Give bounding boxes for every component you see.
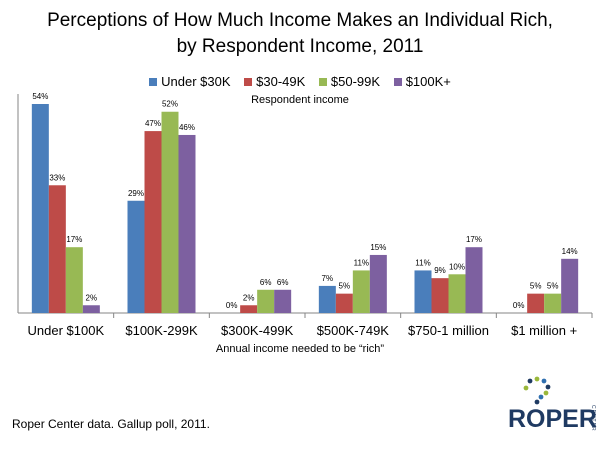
legend-label: Under $30K <box>161 74 231 89</box>
bar-value-label: 10% <box>449 262 465 271</box>
bar <box>144 131 162 313</box>
legend-item: Under $30K <box>149 74 231 89</box>
bar-value-label: 29% <box>128 189 144 198</box>
chart-title: Perceptions of How Much Income Makes an … <box>0 8 600 60</box>
x-tick-label: Under $100K <box>28 323 105 338</box>
bar <box>431 278 449 313</box>
chart-title-line-2: by Respondent Income, 2011 <box>176 36 424 57</box>
bar-value-label: 46% <box>179 123 195 132</box>
bar <box>274 289 292 313</box>
x-axis-label: Annual income needed to be “rich” <box>215 343 385 355</box>
x-tick-label: $1 million + <box>511 323 577 338</box>
bar <box>240 305 258 313</box>
bar-value-label: 5% <box>530 282 542 291</box>
legend-label: $30-49K <box>256 74 306 89</box>
bar <box>527 293 545 313</box>
x-tick-label: $300K-499K <box>221 323 294 338</box>
bar-value-label: 17% <box>66 235 82 244</box>
x-tick-label: $500K-749K <box>317 323 390 338</box>
bar <box>369 254 387 313</box>
bar-value-label: 17% <box>466 235 482 244</box>
legend: Under $30K $30-49K $50-99K $100K+ <box>0 74 600 89</box>
bar-value-label: 0% <box>513 301 525 310</box>
bar <box>561 258 579 313</box>
bar <box>335 293 353 313</box>
bar <box>82 305 100 313</box>
legend-subtitle: Respondent income <box>251 94 349 106</box>
roper-center-logo: ROPER CENTER <box>500 375 600 435</box>
bar-value-label: 0% <box>226 301 238 310</box>
bar-value-label: 11% <box>354 258 369 267</box>
bar-value-label: 7% <box>322 274 334 283</box>
bar <box>465 247 483 313</box>
bar <box>544 293 562 313</box>
bar-value-label: 5% <box>339 282 351 291</box>
bar-value-label: 33% <box>49 173 65 182</box>
bar <box>65 247 83 313</box>
bar-value-label: 6% <box>260 278 272 287</box>
bar-value-label: 15% <box>370 243 386 252</box>
bar <box>127 200 145 313</box>
x-tick-label: $100K-299K <box>125 323 198 338</box>
bar-value-label: 6% <box>277 278 289 287</box>
legend-item: $30-49K <box>244 74 305 89</box>
legend-label: $50-99K <box>330 74 381 89</box>
bar-value-label: 2% <box>86 293 98 302</box>
bar-value-label: 9% <box>434 266 446 275</box>
legend-swatch <box>149 77 158 86</box>
legend-swatch <box>393 77 402 86</box>
logo-mark-icon <box>523 376 551 405</box>
bar <box>352 270 370 313</box>
bar <box>257 289 275 313</box>
legend-swatch <box>318 77 327 86</box>
x-tick-label: $750-1 million <box>408 323 489 338</box>
bar <box>414 270 432 313</box>
legend-label: $100K+ <box>405 74 451 89</box>
legend-item: $100K+ <box>393 74 451 89</box>
bar <box>178 134 196 313</box>
bar <box>48 185 66 313</box>
bar-value-label: 47% <box>145 119 161 128</box>
bar-value-label: 54% <box>32 92 48 101</box>
logo-wordmark: ROPER <box>508 405 597 433</box>
bar-value-label: 52% <box>162 100 178 109</box>
legend-item: $50-99K <box>318 74 381 89</box>
logo-side-text: CENTER <box>590 405 596 432</box>
bar-value-label: 11% <box>415 258 430 267</box>
bar <box>448 274 466 313</box>
bar-value-label: 14% <box>562 247 578 256</box>
bar-chart: 54% 33% 17% 2% Under $100K 29% 47% 52% 46% $100K-… <box>17 92 593 338</box>
legend-swatch <box>244 77 253 86</box>
bar-value-label: 2% <box>243 293 255 302</box>
bar <box>318 285 336 313</box>
source-note: Roper Center data. Gallup poll, 2011. <box>12 417 210 431</box>
bar-value-label: 5% <box>547 282 559 291</box>
chart-title-line-1: Perceptions of How Much Income Makes an … <box>47 10 553 31</box>
bar <box>161 111 179 313</box>
bar <box>31 104 49 313</box>
